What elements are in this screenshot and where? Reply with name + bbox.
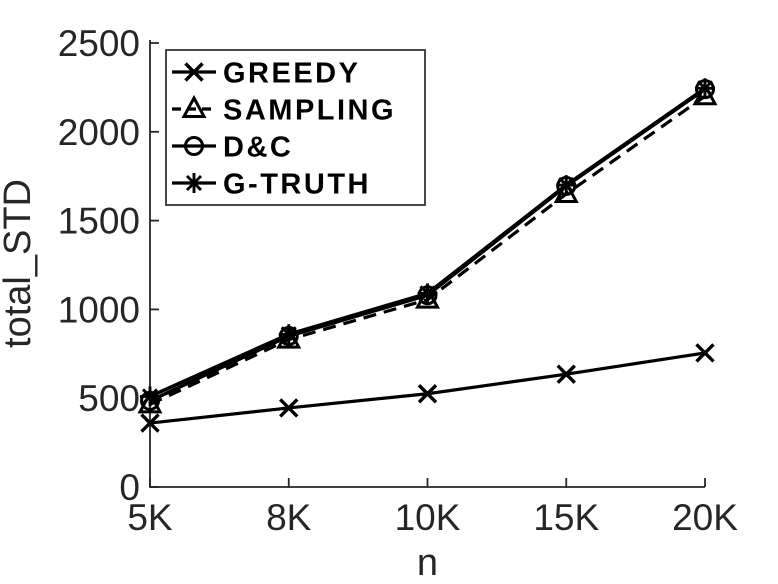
legend-label: D&C — [223, 132, 293, 164]
legend-marker — [184, 173, 204, 193]
x-tick-label: 20K — [672, 497, 738, 538]
legend-entry: G-TRUTH — [172, 169, 371, 201]
legend-label: G-TRUTH — [223, 169, 371, 201]
data-point-marker — [556, 364, 576, 384]
data-point-marker — [279, 398, 299, 418]
data-point-marker — [695, 78, 715, 99]
y-tick-label: 1500 — [58, 201, 140, 242]
x-tick-label: 15K — [533, 497, 599, 538]
y-tick-label: 0 — [119, 467, 140, 508]
data-point-marker — [556, 175, 577, 196]
legend-marker — [184, 136, 204, 156]
legend-marker — [184, 62, 204, 82]
x-tick-label: 10K — [395, 497, 461, 538]
data-point-marker — [140, 413, 160, 433]
x-tick-label: 8K — [266, 497, 312, 538]
data-point-marker — [417, 283, 438, 304]
legend-marker — [181, 94, 207, 118]
y-tick-label: 1000 — [58, 289, 140, 330]
legend-entry: D&C — [172, 132, 293, 164]
data-point-marker — [417, 384, 438, 404]
legend-entry: GREEDY — [172, 58, 360, 90]
series-greedy — [140, 343, 715, 433]
y-tick-label: 500 — [78, 378, 140, 419]
x-tick-label: 5K — [127, 497, 173, 538]
y-tick-label: 2500 — [58, 23, 140, 64]
data-point-marker — [278, 324, 299, 345]
legend-box — [165, 49, 426, 206]
legend-label: SAMPLING — [223, 95, 396, 127]
series-g-truth — [140, 78, 715, 407]
legend-entry: SAMPLING — [172, 94, 396, 127]
x-axis-label: n — [417, 542, 438, 584]
x-axis: 5K 8K 10K 15K 20K — [127, 478, 738, 538]
legend: GREEDY SAMPLING D&C G-TRUTH — [165, 49, 426, 206]
data-point-marker — [695, 343, 715, 363]
legend-label: GREEDY — [223, 58, 360, 90]
y-axis-label: total_STD — [0, 179, 39, 348]
y-axis: 0 500 1000 1500 2000 2500 — [58, 23, 159, 508]
y-tick-label: 2000 — [58, 112, 140, 153]
data-point-marker — [140, 386, 160, 407]
